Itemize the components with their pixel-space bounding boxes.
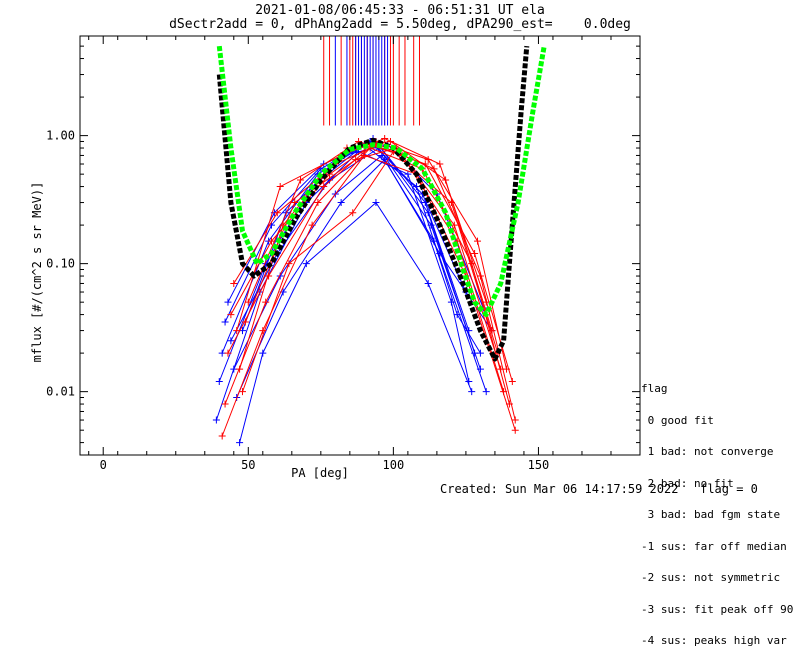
- series-line-blue: [215, 151, 470, 421]
- data-point-red: [291, 199, 299, 207]
- data-point-red: [482, 298, 490, 306]
- series-line-blue: [236, 158, 493, 398]
- data-point-red: [241, 318, 249, 326]
- data-point-blue: [421, 199, 429, 207]
- data-point-blue: [337, 199, 345, 207]
- data-point-red: [221, 400, 229, 408]
- y-tick-label: 0.01: [46, 385, 75, 399]
- data-point-red: [511, 426, 519, 434]
- fit-curve-green: [216, 45, 547, 318]
- data-point-red: [352, 156, 360, 164]
- data-point-red: [476, 272, 484, 280]
- data-point-red: [285, 260, 293, 268]
- data-point-blue: [302, 260, 310, 268]
- data-point-red: [442, 176, 450, 184]
- created-timestamp: Created: Sun Mar 06 14:17:59 2022: [440, 482, 679, 496]
- legend-item-0: 0 good fit: [641, 413, 714, 427]
- data-point-blue: [381, 156, 389, 164]
- flag-value: flag = 0: [700, 482, 758, 496]
- series-line-blue: [239, 201, 473, 443]
- x-axis-label: PA [deg]: [291, 466, 349, 480]
- x-tick-label: 100: [383, 458, 405, 472]
- chart-subtitle: dSectr2add = 0, dPhAng2add = 5.50deg, dP…: [169, 17, 631, 32]
- data-point-red: [447, 199, 455, 207]
- series-line-blue: [227, 140, 476, 354]
- series-line-red: [242, 150, 499, 392]
- data-point-red: [360, 151, 368, 159]
- data-point-red: [497, 365, 505, 373]
- y-tick-label: 1.00: [46, 129, 75, 143]
- data-point-red: [236, 365, 244, 373]
- x-tick-label: 50: [241, 458, 255, 472]
- data-point-red: [430, 165, 438, 173]
- legend-item-1: 1 bad: not converge: [641, 445, 774, 458]
- data-point-red: [508, 378, 516, 386]
- data-point-blue: [468, 388, 476, 396]
- y-tick-label: 0.10: [46, 257, 75, 271]
- data-point-red: [238, 388, 246, 396]
- data-point-red: [320, 183, 328, 191]
- data-point-red: [276, 183, 284, 191]
- data-point-red: [308, 221, 316, 229]
- legend-title: flag: [641, 382, 668, 395]
- data-point-red: [273, 209, 281, 217]
- legend-item-5: -2 sus: not symmetric: [641, 571, 781, 584]
- data-point-blue: [424, 209, 432, 217]
- data-point-red: [227, 311, 235, 319]
- data-point-red: [262, 298, 270, 306]
- data-point-red: [297, 176, 305, 184]
- data-point-blue: [372, 199, 380, 207]
- data-point-blue: [465, 327, 473, 335]
- legend-item-3: 3 bad: bad fgm state: [641, 508, 781, 521]
- data-point-blue: [212, 416, 220, 424]
- data-point-blue: [413, 183, 421, 191]
- y-axis-label: mflux [#/(cm^2 s sr MeV)]: [30, 181, 44, 363]
- series-line-blue: [221, 140, 467, 354]
- data-point-blue: [236, 439, 244, 447]
- data-point-red: [268, 237, 276, 245]
- data-point-blue: [259, 349, 267, 357]
- data-point-red: [471, 249, 479, 257]
- plot-content: [212, 36, 547, 447]
- data-point-blue: [436, 249, 444, 257]
- data-point-red: [233, 327, 241, 335]
- chart-plot-area: 0 50 100 150 0.01 0.10 1.00: [46, 35, 641, 472]
- data-point-blue: [482, 388, 490, 396]
- data-point-blue: [424, 279, 432, 287]
- data-point-red: [244, 298, 252, 306]
- chart-title: 2021-01-08/06:45:33 - 06:51:31 UT ela: [255, 3, 545, 18]
- data-point-red: [314, 199, 322, 207]
- data-point-red: [500, 388, 508, 396]
- data-point-red: [436, 160, 444, 168]
- legend-item-4: -1 sus: far off median: [641, 539, 787, 553]
- legend-item-6: -3 sus: fit peak off 90: [641, 602, 794, 616]
- legend-item-7: -4 sus: peaks high var: [641, 634, 787, 647]
- series-line-red: [247, 140, 505, 392]
- data-point-blue: [427, 221, 435, 229]
- flag-legend: flag 0 good fit 1 bad: not converge 2 ba…: [641, 363, 793, 657]
- data-point-red: [224, 349, 232, 357]
- x-tick-label: 150: [528, 458, 550, 472]
- data-point-red: [386, 137, 394, 145]
- data-point-blue: [404, 170, 412, 178]
- data-point-blue: [227, 337, 235, 345]
- x-tick-label: 0: [100, 458, 107, 472]
- data-point-blue: [215, 378, 223, 386]
- data-point-blue: [224, 298, 232, 306]
- data-point-red: [218, 432, 226, 440]
- data-point-red: [511, 416, 519, 424]
- data-point-red: [381, 134, 389, 142]
- data-point-blue: [221, 318, 229, 326]
- footer: Created: Sun Mar 06 14:17:59 2022 flag =…: [440, 483, 758, 496]
- data-point-red: [230, 279, 238, 287]
- legend-item-2: 2 bad: no fit: [641, 476, 734, 490]
- data-point-red: [349, 209, 357, 217]
- data-point-red: [474, 237, 482, 245]
- series-line-blue: [233, 154, 487, 392]
- axes-frame: [79, 35, 641, 456]
